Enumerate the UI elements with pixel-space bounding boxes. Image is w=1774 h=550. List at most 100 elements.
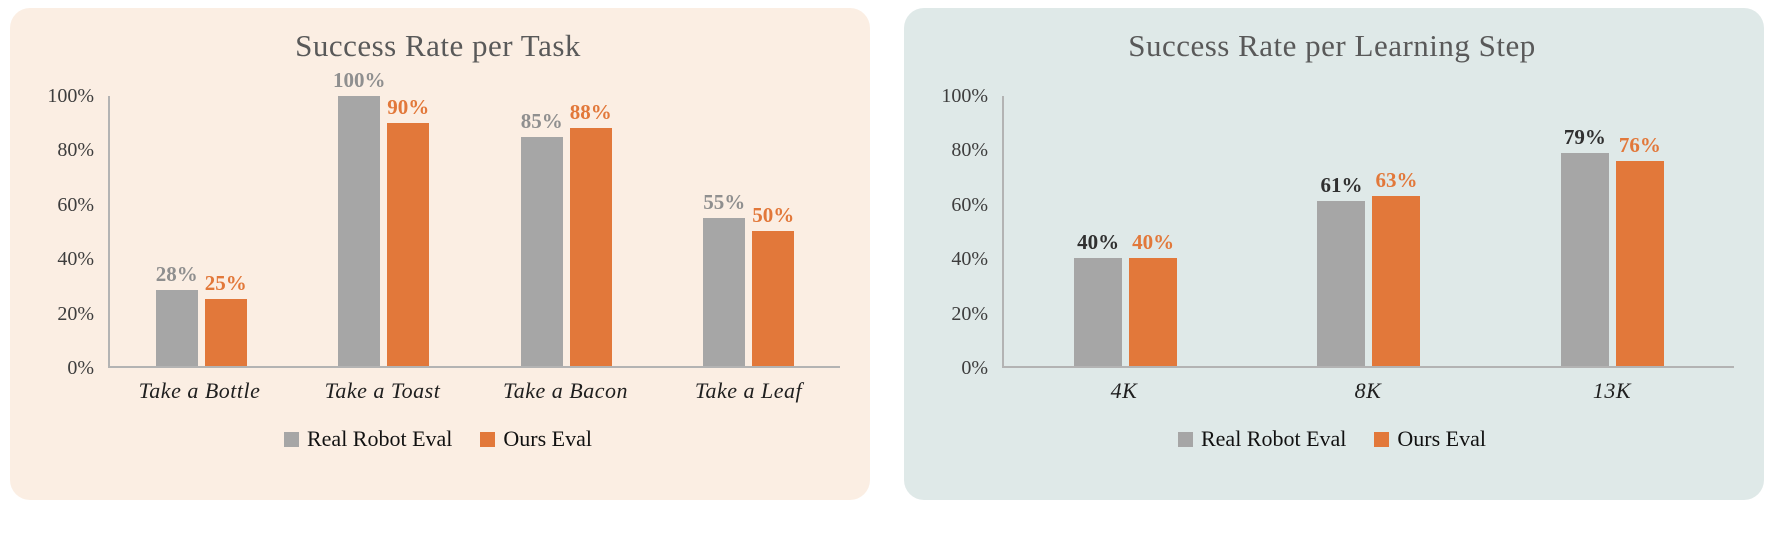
x-category-label: Take a Bottle: [138, 378, 261, 403]
bar-ours-eval: [1615, 160, 1664, 366]
x-axis-spacer: [930, 378, 1002, 404]
success-rate-per-task-chart: Success Rate per Task 0% 20% 40% 60% 80% 100%…: [10, 8, 870, 500]
bar-column: 76%: [1615, 96, 1664, 366]
bar-ours-eval: [1372, 195, 1421, 366]
y-tick-label: 100%: [47, 85, 94, 107]
bar-column: 100%: [333, 70, 386, 366]
plot-area: 40% 40% 61% 63% 79% 76%: [1002, 96, 1734, 368]
bar-group: 55% 50%: [658, 96, 841, 366]
bar-real-robot-eval: [1074, 258, 1123, 366]
x-category-label: Take a Toast: [324, 378, 441, 403]
bar-real-robot-eval: [520, 136, 563, 366]
x-axis-spacer: [36, 378, 108, 404]
charts-container: Success Rate per Task 0% 20% 40% 60% 80% 100%…: [10, 8, 1764, 500]
bar-value-label: 50%: [752, 203, 795, 227]
bar-group: 79% 76%: [1491, 96, 1734, 366]
bar-group: 85% 88%: [475, 96, 658, 366]
legend-label: Real Robot Eval: [306, 426, 453, 451]
bar-ours-eval: [387, 123, 430, 366]
y-tick-label: 20%: [57, 302, 94, 325]
bar-ours-eval: [569, 128, 612, 366]
bar-ours-eval: [204, 298, 247, 366]
bar-column: 28%: [155, 96, 198, 366]
bar-value-label: 90%: [387, 95, 430, 119]
bar-value-label: 100%: [333, 68, 386, 92]
legend-item: Real Robot Eval: [283, 426, 453, 452]
legend: Real Robot Eval Ours Eval: [36, 426, 840, 452]
x-axis-row: Take a Bottle Take a Toast Take a Bacon Tak…: [36, 378, 840, 404]
bar-column: 55%: [703, 96, 746, 366]
x-axis-labels: 4K 8K 13K: [1002, 378, 1734, 404]
x-axis-row: 4K 8K 13K: [930, 378, 1734, 404]
y-tick-label: 40%: [951, 248, 988, 271]
success-rate-per-learning-step-chart: Success Rate per Learning Step 0% 20% 40% 6…: [904, 8, 1764, 500]
legend-swatch: [283, 431, 299, 447]
bar-value-label: 40%: [1077, 230, 1120, 254]
y-tick-label: 80%: [951, 139, 988, 162]
bar-value-label: 88%: [569, 100, 612, 125]
bar-value-label: 63%: [1375, 167, 1418, 192]
legend-label: Real Robot Eval: [1200, 426, 1347, 451]
bar-column: 25%: [204, 96, 247, 366]
legend: Real Robot Eval Ours Eval: [930, 426, 1734, 452]
bar-ours-eval: [1129, 258, 1178, 366]
y-axis: 0% 20% 40% 60% 80% 100%: [36, 86, 108, 378]
y-tick-label: 80%: [57, 139, 94, 162]
y-tick-label: 60%: [57, 193, 94, 216]
bar-value-label: 40%: [1132, 230, 1175, 254]
bar-value-label: 25%: [204, 270, 247, 295]
bar-group: 28% 25%: [110, 96, 293, 366]
bar-value-label: 79%: [1563, 124, 1606, 149]
x-category-label: 13K: [1592, 378, 1632, 403]
bar-column: 40%: [1129, 96, 1178, 366]
x-category-label: Take a Leaf: [694, 378, 803, 403]
y-tick-label: 20%: [951, 302, 988, 325]
y-tick-label: 0%: [961, 357, 988, 379]
bar-column: 40%: [1074, 96, 1123, 366]
bar-value-label: 28%: [155, 262, 198, 287]
y-tick-label: 60%: [951, 193, 988, 216]
y-tick-label: 100%: [941, 85, 988, 107]
plot-area: 28% 25% 100% 90% 85% 88% 55% 50%: [108, 70, 841, 368]
bar-real-robot-eval: [155, 290, 198, 366]
x-category-label: 4K: [1110, 378, 1138, 403]
chart-title: Success Rate per Learning Step: [1128, 28, 1536, 63]
legend-label: Ours Eval: [1397, 426, 1486, 451]
chart-title: Success Rate per Task: [295, 28, 581, 63]
bar-groups: 40% 40% 61% 63% 79% 76%: [1004, 96, 1734, 366]
bar-column: 61%: [1317, 96, 1366, 366]
legend-item: Ours Eval: [480, 426, 592, 452]
bar-column: 79%: [1560, 96, 1609, 366]
bar-group: 40% 40%: [1004, 96, 1247, 366]
bar-column: 50%: [752, 96, 795, 366]
plot-wrap: 0% 20% 40% 60% 80% 100% 28% 25% 100% 90% 85% 88% 55…: [36, 70, 841, 378]
legend-swatch: [480, 431, 496, 447]
bar-ours-eval: [752, 231, 795, 366]
x-axis-labels: Take a Bottle Take a Toast Take a Bacon Tak…: [108, 378, 840, 404]
bar-column: 85%: [520, 96, 563, 366]
y-axis: 0% 20% 40% 60% 80% 100%: [930, 86, 1002, 378]
bar-real-robot-eval: [703, 217, 746, 366]
bar-groups: 28% 25% 100% 90% 85% 88% 55% 50%: [110, 70, 841, 366]
bar-group: 100% 90%: [293, 70, 476, 366]
y-tick-label: 0%: [67, 357, 94, 379]
bar-value-label: 76%: [1618, 132, 1661, 157]
bar-value-label: 85%: [520, 108, 563, 133]
legend-item: Ours Eval: [1374, 426, 1486, 452]
legend-item: Real Robot Eval: [1177, 426, 1347, 452]
plot-wrap: 0% 20% 40% 60% 80% 100% 40% 40% 61% 63% 79% 76%: [930, 86, 1734, 378]
bar-value-label: 61%: [1320, 173, 1363, 198]
bar-real-robot-eval: [1560, 152, 1609, 366]
x-category-label: 8K: [1354, 378, 1382, 403]
bar-group: 61% 63%: [1247, 96, 1490, 366]
bar-real-robot-eval: [1317, 201, 1366, 366]
y-tick-label: 40%: [57, 248, 94, 271]
bar-real-robot-eval: [338, 96, 381, 366]
bar-column: 90%: [387, 95, 430, 366]
legend-label: Ours Eval: [503, 426, 592, 451]
x-category-label: Take a Bacon: [503, 378, 628, 403]
bar-column: 63%: [1372, 96, 1421, 366]
legend-swatch: [1177, 431, 1193, 447]
bar-column: 88%: [569, 96, 612, 366]
legend-swatch: [1374, 431, 1390, 447]
